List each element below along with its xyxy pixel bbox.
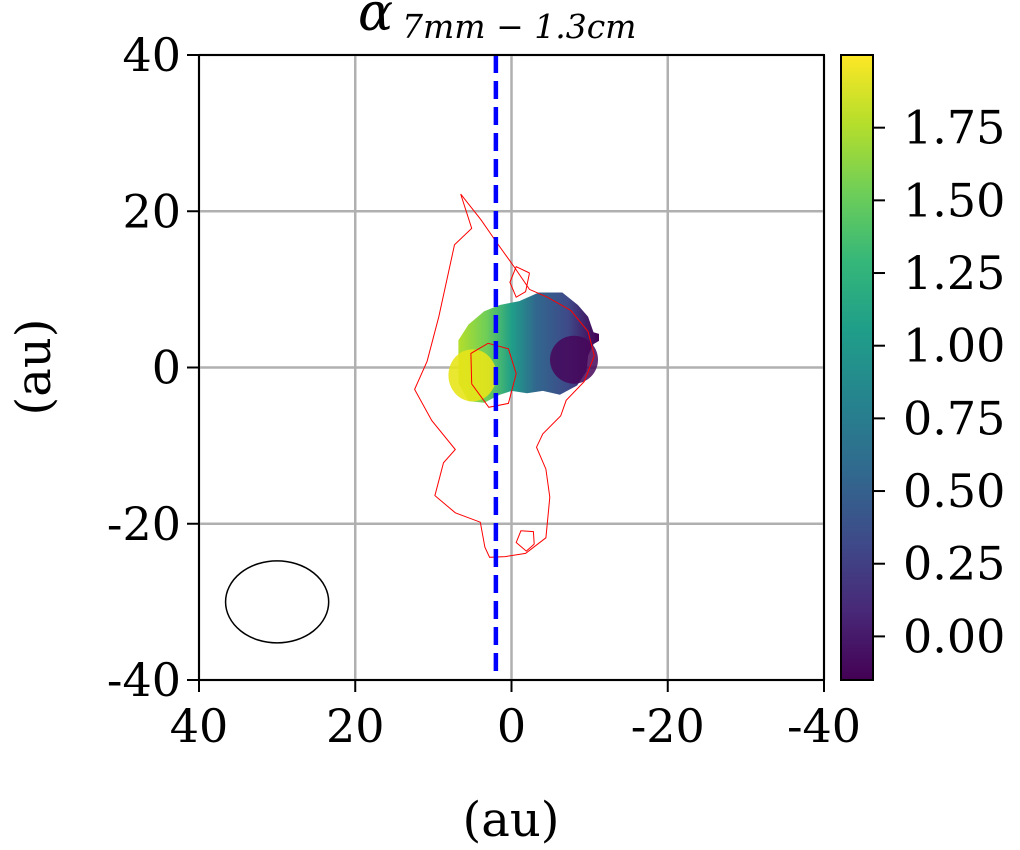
colorbar-tick-label: 0.75: [903, 391, 1005, 445]
beam-ellipse: [224, 560, 330, 644]
x-tick-label: -40: [787, 699, 861, 753]
colorbar-tick-label: 1.00: [903, 319, 1005, 373]
x-tick-label: -20: [631, 699, 705, 753]
alpha-high-patch: [448, 349, 497, 402]
x-axis-ticks: 40 20 0 -20 -40: [170, 680, 861, 753]
y-tick-label: 0: [152, 341, 181, 395]
plot-content: [224, 55, 599, 680]
colorbar-tick-label: 0.25: [903, 537, 1005, 591]
contour-line: [470, 342, 517, 408]
y-tick-label: -40: [107, 653, 181, 707]
colorbar-tick-label: 0.00: [903, 609, 1005, 663]
alpha-low-patch: [550, 335, 598, 384]
colorbar: 0.00 0.25 0.50 0.75 1.00 1.25 1.50 1.75: [840, 54, 1005, 681]
x-tick-label: 40: [170, 699, 229, 753]
y-tick-label: 40: [122, 28, 181, 82]
chart-title-symbol: α: [358, 0, 393, 43]
contour-line: [414, 193, 595, 558]
contour-line: [509, 266, 530, 298]
x-tick-label: 20: [326, 699, 385, 753]
chart-title: α 7mm − 1.3cm: [358, 0, 636, 46]
colorbar-tick-label: 0.50: [903, 464, 1005, 518]
chart-title-subscript: 7mm − 1.3cm: [402, 7, 636, 46]
beam: [224, 560, 330, 644]
colorbar-tick-label: 1.25: [903, 246, 1005, 300]
colorbar-ticks: 0.00 0.25 0.50 0.75 1.00 1.25 1.50 1.75: [873, 101, 1005, 663]
y-axis-ticks: 40 20 0 -20 -40: [107, 28, 199, 707]
contours: [414, 193, 595, 558]
colorbar-tick-label: 1.75: [903, 101, 1005, 155]
x-axis-label: (au): [463, 792, 560, 848]
colorbar-gradient: [840, 54, 874, 681]
x-tick-label: 0: [497, 699, 526, 753]
colorbar-tick-label: 1.50: [903, 173, 1005, 227]
y-axis-label: (au): [6, 319, 62, 416]
spectral-index-map: [448, 292, 599, 403]
y-tick-label: -20: [107, 497, 181, 551]
y-tick-label: 20: [122, 184, 181, 238]
contour-line: [515, 530, 535, 552]
